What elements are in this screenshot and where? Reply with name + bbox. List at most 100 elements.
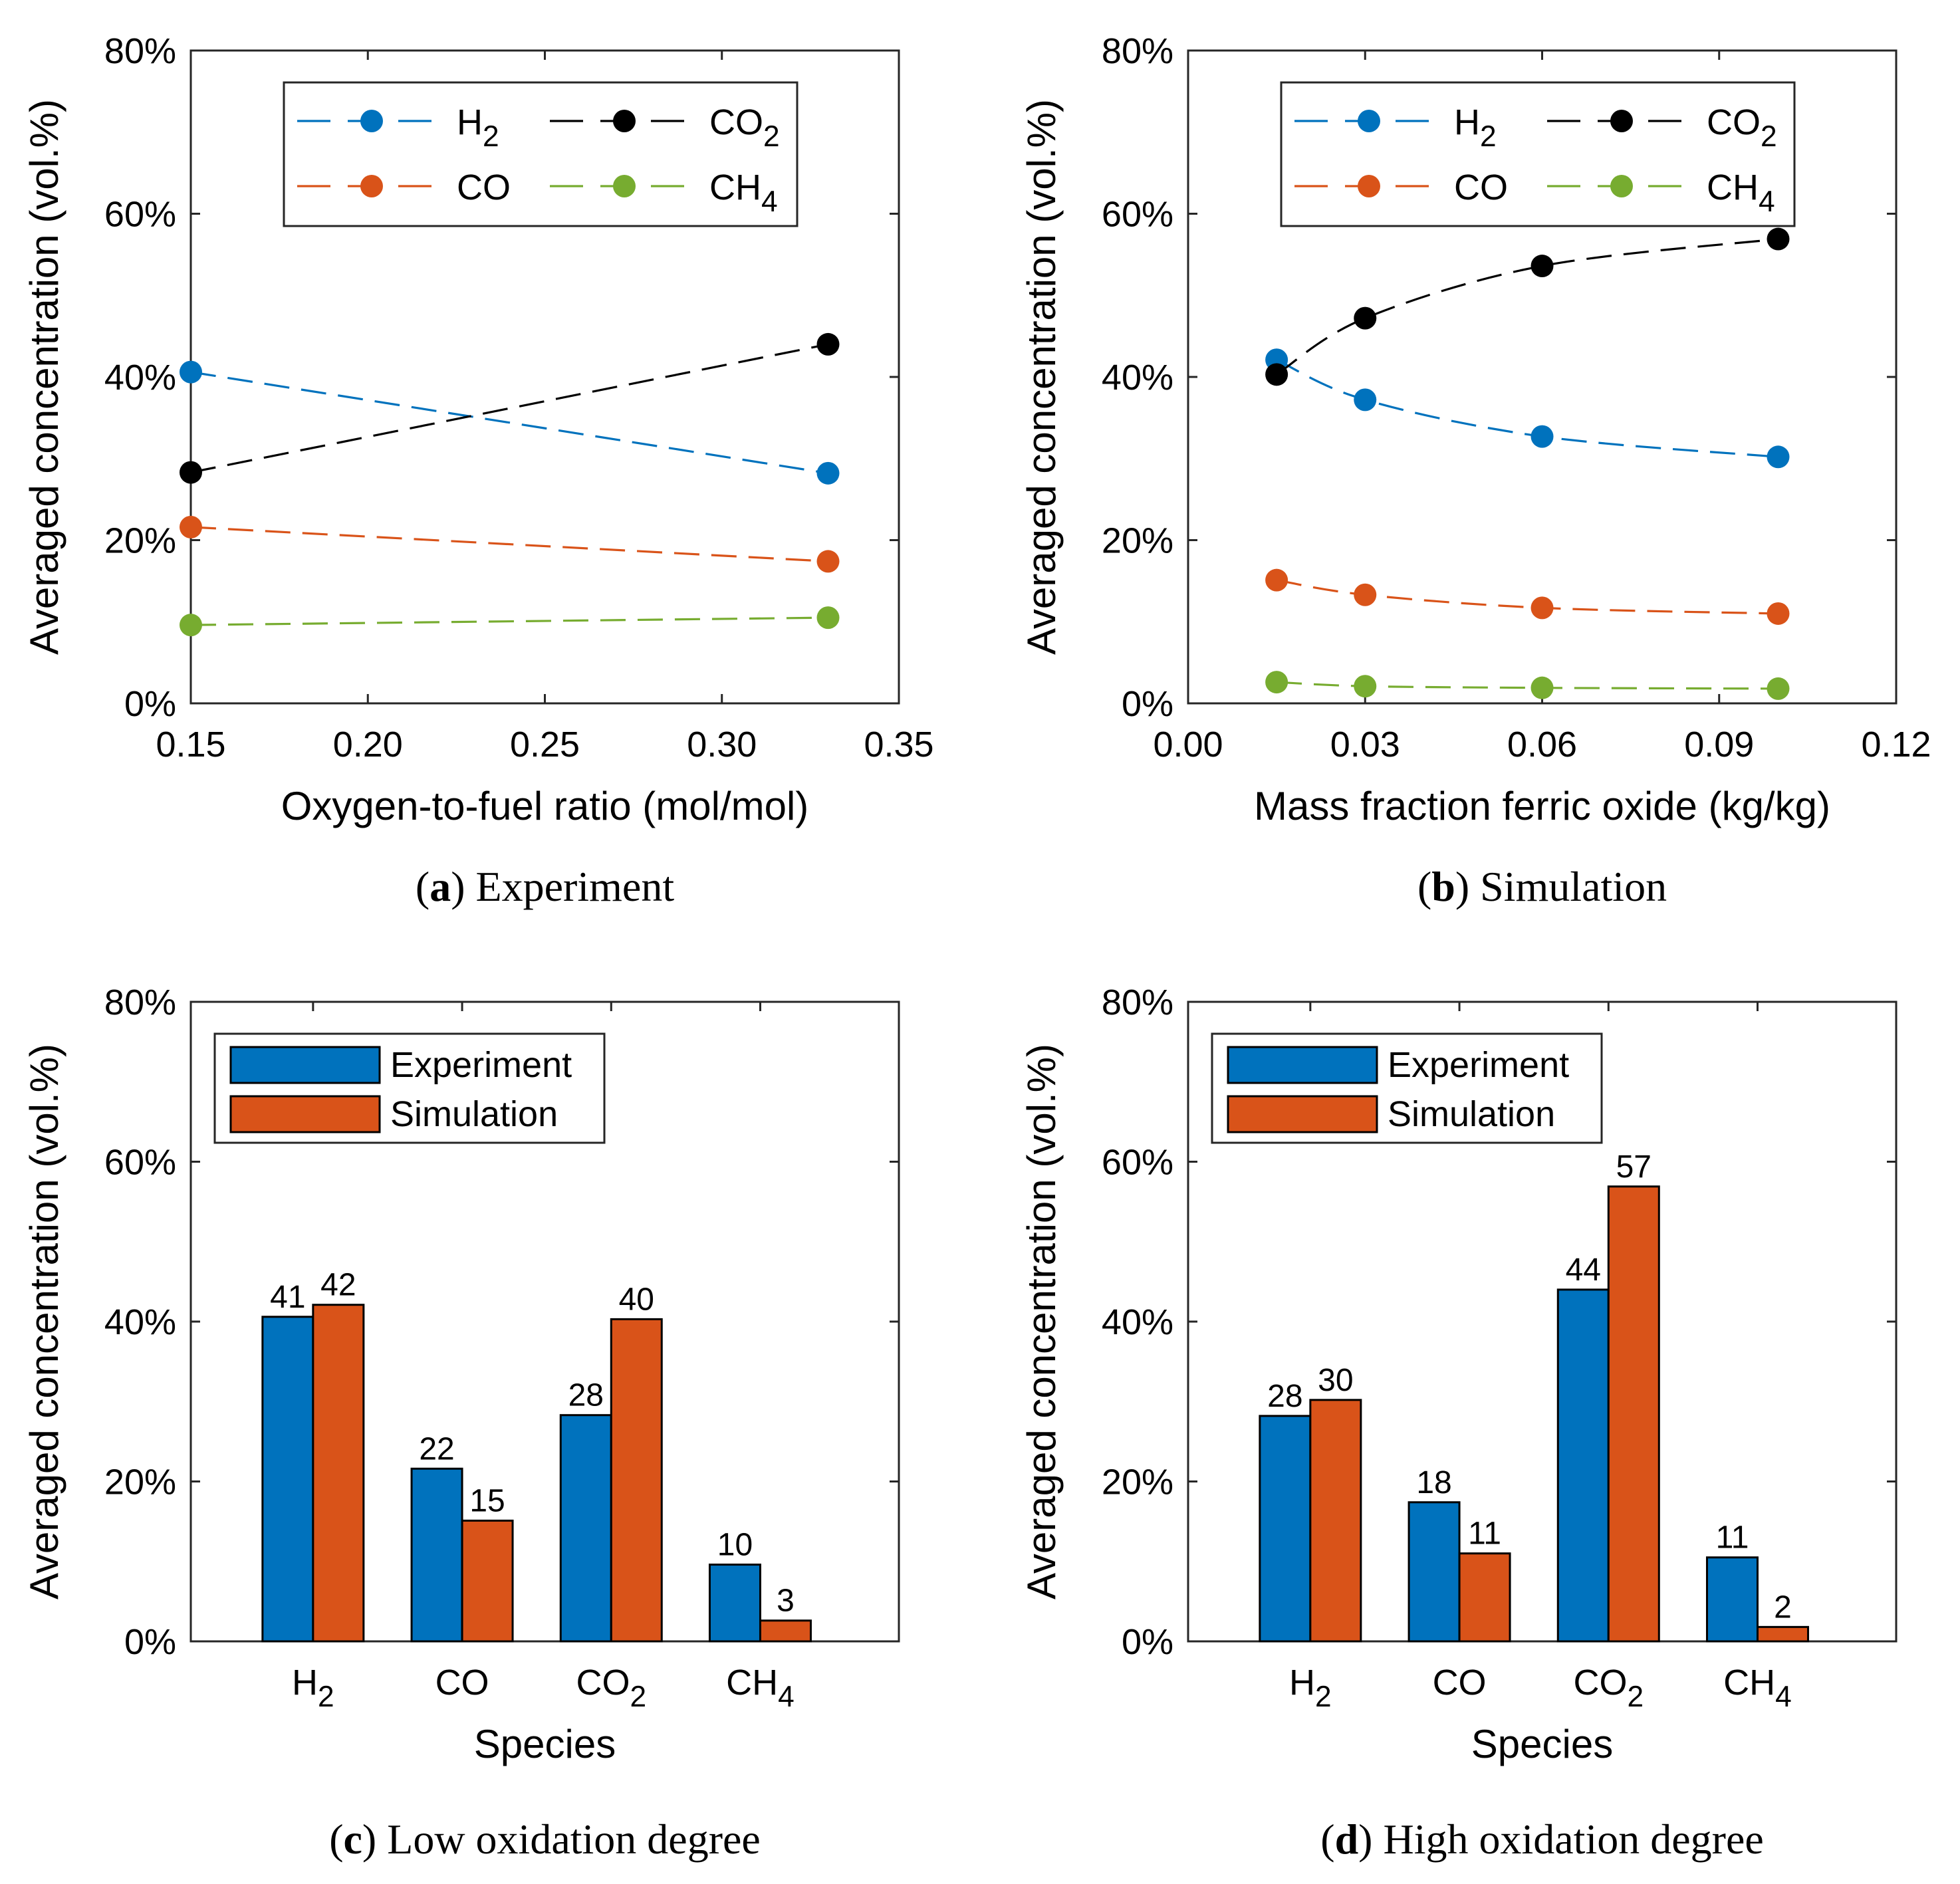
data-point-h2 (1767, 445, 1790, 469)
legend-label-h2: H2 (1454, 102, 1497, 153)
legend-label-h2-sub: 2 (1480, 120, 1497, 153)
caption-letter: b (1431, 863, 1455, 910)
legend-label-ch4-sub: 4 (761, 185, 778, 218)
series-line-co2 (1276, 237, 1778, 376)
bar-data-label: 10 (717, 1528, 753, 1563)
legend-label-ch4-main: CH (709, 168, 761, 207)
x-axis-label: Species (1471, 1722, 1613, 1766)
legend (283, 81, 798, 227)
data-point-co (1354, 583, 1377, 606)
legend-label-ch4: CH4 (1707, 168, 1775, 218)
x-tick-label: 0.20 (333, 725, 403, 765)
bar-simulation (1458, 1552, 1511, 1643)
bar-data-label: 3 (777, 1584, 795, 1619)
bar-experiment (261, 1316, 314, 1643)
legend-label-h2: H2 (457, 102, 499, 153)
x-tick-label: 0.35 (864, 725, 933, 765)
bar-data-label: 41 (270, 1280, 305, 1315)
y-tick-label: 0% (124, 684, 176, 724)
data-point-ch4 (816, 606, 840, 630)
data-point-ch4 (1531, 676, 1554, 699)
data-point-co2 (1767, 227, 1790, 251)
x-tick-label: 0.25 (510, 725, 580, 765)
x-axis-label: Species (474, 1722, 616, 1766)
legend-marker-co (360, 175, 383, 197)
x-tick-label: 0.09 (1684, 725, 1754, 765)
y-tick-label: 20% (104, 521, 176, 561)
x-tick-label: CH4 (1723, 1663, 1792, 1713)
y-tick-label: 0% (1122, 1622, 1173, 1662)
bar-data-label: 44 (1566, 1252, 1601, 1288)
bar-experiment (559, 1414, 612, 1643)
bar-data-label: 11 (1716, 1520, 1749, 1556)
y-tick-label: 60% (104, 1143, 176, 1183)
legend-label-simulation: Simulation (390, 1094, 558, 1134)
series-line-co (190, 526, 828, 563)
data-point-co2 (1531, 255, 1554, 278)
x-tick-label-main: H (1289, 1663, 1315, 1703)
panel-c: 0% 20% 40% 60% 80% Averaged concentration (vo… (22, 983, 900, 1863)
y-tick-label: 0% (1122, 684, 1173, 724)
x-tick-label: 0.03 (1330, 725, 1400, 765)
x-tick-label: H2 (1289, 1663, 1332, 1713)
caption: (d) High oxidation degree (1320, 1816, 1764, 1863)
y-tick-label: 80% (104, 31, 176, 71)
series-line-h2 (190, 371, 828, 475)
y-tick-label: 40% (104, 1302, 176, 1342)
x-tick-label: 0.06 (1507, 725, 1577, 765)
x-tick-label-sub: 4 (1775, 1681, 1792, 1713)
legend-label-h2-main: H (457, 102, 483, 142)
caption: (a) Experiment (416, 863, 674, 910)
x-tick-label-main: CH (1723, 1663, 1775, 1703)
data-point-ch4 (180, 614, 202, 637)
y-tick-label: 40% (104, 358, 176, 398)
x-tick-label: 0.12 (1861, 725, 1931, 765)
legend-label-co2: CO2 (709, 102, 780, 153)
legend-label-co-main: CO (457, 168, 511, 207)
x-tick-label: H2 (292, 1663, 334, 1713)
caption-text: High oxidation degree (1383, 1816, 1763, 1863)
y-axis-label: Averaged concentration (vol.%) (1019, 1044, 1064, 1599)
x-tick-label: CO2 (1573, 1663, 1644, 1713)
bar-data-label: 2 (1774, 1590, 1792, 1625)
x-tick-label: CO (1433, 1663, 1487, 1703)
y-tick-label: 60% (1102, 195, 1173, 235)
legend-label-co2-sub: 2 (1761, 120, 1777, 153)
y-tick-label: 80% (1102, 983, 1173, 1022)
bar-experiment (1556, 1288, 1610, 1643)
data-point-ch4 (1354, 675, 1377, 698)
bar-data-label: 22 (419, 1431, 454, 1467)
data-point-h2 (1354, 388, 1377, 412)
x-tick-label-main: CO (1573, 1663, 1627, 1703)
legend-label-h2-sub: 2 (483, 120, 499, 153)
bar-data-label: 28 (1267, 1379, 1302, 1414)
caption-paren-close: ) (451, 863, 475, 910)
legend-label-co2-sub: 2 (763, 120, 780, 153)
legend-label-ch4: CH4 (709, 168, 778, 218)
data-point-h2 (180, 360, 202, 384)
y-axis-label: Averaged concentration (vol.%) (22, 1044, 66, 1599)
y-tick-label: 0% (124, 1622, 176, 1662)
legend-marker-co2 (1610, 110, 1633, 132)
data-point-ch4 (1265, 671, 1288, 694)
caption-letter: a (429, 863, 451, 910)
legend-marker-co (1358, 175, 1380, 197)
legend-swatch-simulation (1227, 1095, 1378, 1133)
legend (1280, 81, 1796, 227)
y-axis-label: Averaged concentration (vol.%) (22, 99, 66, 655)
x-tick-label-main: CO (576, 1663, 630, 1703)
data-point-h2 (816, 461, 840, 485)
caption-text: Low oxidation degree (387, 1816, 761, 1863)
y-tick-label: 20% (1102, 521, 1173, 561)
bar-simulation (759, 1619, 812, 1643)
x-tick-label-sub: 4 (778, 1681, 795, 1713)
x-tick-label: 0.30 (687, 725, 757, 765)
data-point-co2 (1354, 306, 1377, 330)
caption-text: Experiment (476, 863, 675, 910)
legend-label-co-main: CO (1454, 168, 1508, 207)
bar-experiment (1259, 1415, 1312, 1643)
legend-marker-ch4 (613, 175, 636, 197)
legend-marker-h2 (360, 110, 383, 132)
caption-letter: c (344, 1816, 362, 1863)
legend-label-ch4-main: CH (1707, 168, 1759, 207)
